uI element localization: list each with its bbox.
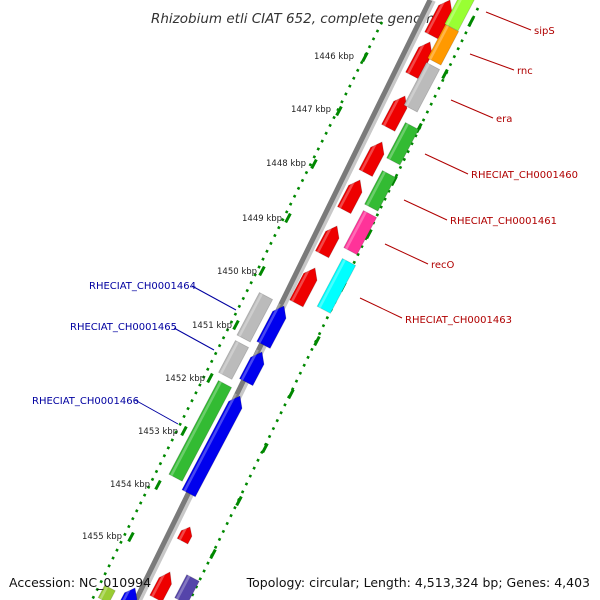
tick-label: 1455 kbp: [82, 532, 122, 542]
gene-label-reco[interactable]: recO: [431, 260, 455, 271]
tick-mark-right: [390, 175, 398, 187]
tick-label: 1454 kbp: [110, 480, 150, 490]
tick-mark-left: [154, 479, 162, 491]
tick-labels: 1446 kbp 1447 kbp 1448 kbp 1449 kbp 1450…: [82, 52, 354, 542]
tick-label: 1448 kbp: [266, 159, 306, 169]
cds-forward-arrow[interactable]: [336, 177, 363, 215]
tick-mark-right: [467, 16, 475, 28]
cds-forward-arrow[interactable]: [176, 524, 193, 545]
gene-label-rheciat-ch0001464[interactable]: RHECIAT_CH0001464: [89, 281, 196, 292]
gene-label-rnc[interactable]: rnc: [517, 66, 533, 77]
cds-reverse-arrow[interactable]: [120, 585, 138, 600]
connector-rheciat-ch0001461: [403, 199, 448, 221]
tick-mark-right: [365, 228, 373, 240]
gene-forward-rheciat_ch0001460[interactable]: [386, 121, 420, 166]
tick-mark-right: [209, 548, 217, 560]
tick-mark-left: [180, 425, 188, 437]
gene-label-era[interactable]: era: [496, 114, 512, 125]
connector-rheciat-ch0001464: [191, 285, 237, 311]
tick-mark-right: [287, 388, 295, 400]
feature-layer: [97, 0, 477, 600]
cds-reverse-arrow[interactable]: [238, 349, 265, 387]
tick-label: 1450 kbp: [217, 267, 257, 277]
label-connectors: [134, 11, 532, 425]
tick-track-left: [90, 21, 384, 600]
connector-rheciat-ch0001465: [173, 327, 215, 351]
connector-rnc: [469, 53, 515, 71]
genome-summary-text: Topology: circular; Length: 4,513,324 bp…: [246, 575, 590, 590]
connector-sips: [485, 11, 532, 31]
genome-backbone: [133, 0, 436, 600]
cds-reverse-arrow[interactable]: [181, 393, 243, 498]
gene-reverse-rheciat-ch0001464[interactable]: [236, 291, 274, 343]
map-title: Rhizobium etli CIAT 652, complete genome: [151, 11, 443, 27]
connector-era: [450, 99, 494, 119]
tick-label: 1446 kbp: [314, 52, 354, 62]
tick-mark-left: [310, 158, 318, 170]
tick-label: 1451 kbp: [192, 321, 232, 331]
tick-mark-left: [127, 531, 135, 543]
tick-mark-left: [284, 212, 292, 224]
connector-rheciat-ch0001463: [359, 297, 403, 319]
gene-forward-rheciat_ch0001463[interactable]: [316, 257, 357, 314]
cds-forward-arrow[interactable]: [149, 569, 172, 600]
gene-forward-reco[interactable]: [343, 209, 378, 256]
accession-text: Accession: NC_010994: [9, 575, 152, 590]
gene-label-rheciat-ch0001460[interactable]: RHECIAT_CH0001460: [471, 170, 578, 181]
tick-mark-left: [232, 319, 240, 331]
tick-mark-left: [206, 372, 214, 384]
connector-reco: [384, 243, 429, 265]
cds-forward-arrow[interactable]: [289, 265, 318, 308]
gene-reverse-rheciat-ch0001465[interactable]: [218, 339, 250, 380]
gene-label-rheciat-ch0001466[interactable]: RHECIAT_CH0001466: [32, 396, 139, 407]
gene-forward-rheciat_ch0001461[interactable]: [364, 169, 397, 212]
gene-label-rheciat-ch0001461[interactable]: RHECIAT_CH0001461: [450, 216, 557, 227]
gene-forward-sips[interactable]: [444, 0, 477, 32]
gene-label-sips[interactable]: sipS: [534, 26, 555, 37]
gene-forward-era[interactable]: [403, 61, 441, 113]
tick-mark-left: [258, 265, 266, 277]
connector-rheciat-ch0001460: [424, 153, 469, 175]
gene-feature[interactable]: [174, 574, 200, 600]
tick-label: 1452 kbp: [165, 374, 205, 384]
gene-label-rheciat-ch0001463[interactable]: RHECIAT_CH0001463: [405, 315, 512, 326]
tick-mark-right: [235, 495, 243, 507]
gene-reverse-rheciat-ch0001466[interactable]: [168, 379, 233, 482]
tick-mark-right: [313, 335, 321, 347]
gene-label-rheciat-ch0001465[interactable]: RHECIAT_CH0001465: [70, 322, 177, 333]
tick-mark-left: [335, 105, 343, 117]
tick-mark-left: [361, 51, 369, 63]
tick-label: 1447 kbp: [291, 105, 331, 115]
tick-label: 1449 kbp: [242, 214, 282, 224]
tick-label: 1453 kbp: [138, 427, 178, 437]
connector-rheciat-ch0001466: [134, 399, 179, 425]
gene-feature[interactable]: [97, 584, 116, 600]
cds-forward-arrow[interactable]: [314, 223, 340, 259]
gene-forward-rnc[interactable]: [427, 23, 460, 66]
cds-forward-arrow[interactable]: [424, 0, 453, 40]
cds-forward-arrow[interactable]: [358, 139, 385, 178]
tick-mark-right: [441, 68, 449, 80]
tick-mark-right: [261, 442, 269, 454]
cds-reverse-arrow[interactable]: [256, 303, 287, 349]
